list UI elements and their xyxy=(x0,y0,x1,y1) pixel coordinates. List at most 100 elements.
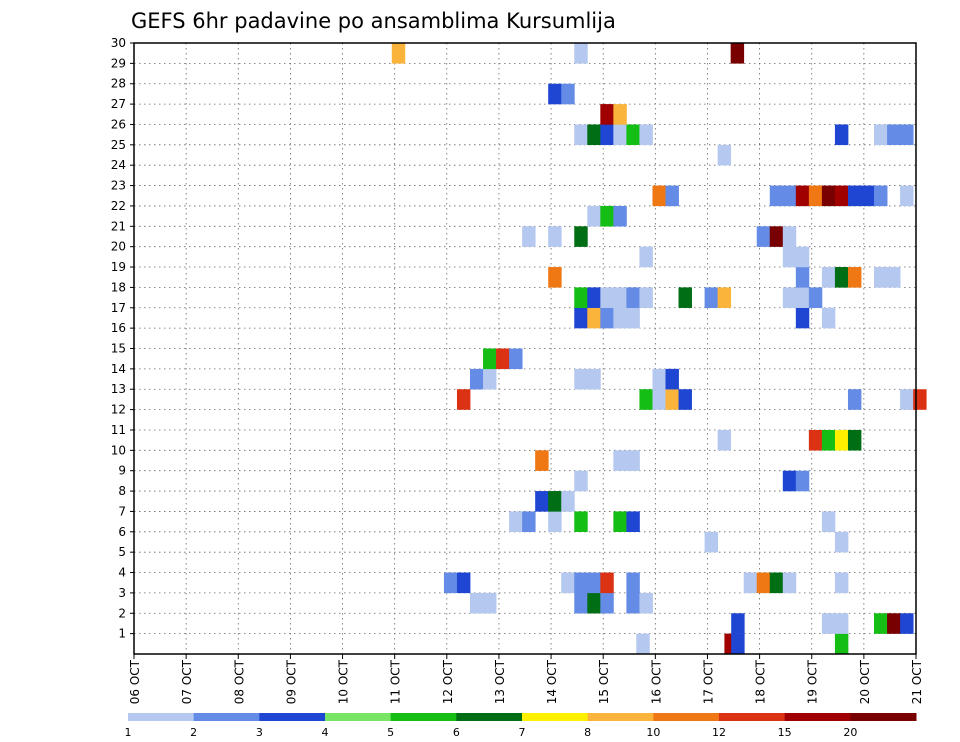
heatmap-cell xyxy=(496,348,510,370)
x-tick-label: 20 OCT xyxy=(858,659,872,704)
x-tick-label: 16 OCT xyxy=(649,659,663,704)
colorbar-segment xyxy=(522,713,589,721)
heatmap-cell xyxy=(821,511,836,532)
heatmap-cell xyxy=(509,348,523,370)
heatmap-cell xyxy=(561,491,575,512)
colorbar-segment xyxy=(784,713,851,721)
x-tick-label: 21 OCT xyxy=(910,659,924,704)
x-tick-label: 17 OCT xyxy=(701,659,715,704)
colorbar: 1 2 3 4 5 6 7 8 10 12 15 20 xyxy=(125,713,917,739)
heatmap-cell xyxy=(795,185,810,207)
heatmap-cell xyxy=(652,389,666,410)
y-tick-label: 3 xyxy=(118,586,126,600)
heatmap-cell xyxy=(887,613,901,634)
heatmap-cell xyxy=(756,572,771,594)
heatmap-cell xyxy=(652,368,666,390)
heatmap-cell xyxy=(469,368,484,390)
y-tick-label: 17 xyxy=(111,301,126,315)
heatmap-cell xyxy=(626,511,640,532)
y-tick-label: 6 xyxy=(118,525,126,539)
colorbar-segment xyxy=(128,713,195,721)
heatmap-cell xyxy=(834,124,849,146)
y-tick-label: 20 xyxy=(111,240,126,254)
colorbar-label: 20 xyxy=(843,726,857,739)
y-tick-label: 24 xyxy=(111,158,126,172)
heatmap-cell xyxy=(834,572,849,594)
heatmap-cell xyxy=(639,592,653,614)
heatmap-cell xyxy=(443,572,458,594)
x-tick-label: 15 OCT xyxy=(597,659,611,704)
heatmap-cell xyxy=(561,572,575,594)
heatmap-cell xyxy=(391,43,406,64)
y-tick-label: 1 xyxy=(118,627,126,641)
colorbar-segment xyxy=(587,713,654,721)
heatmap-cell xyxy=(900,185,914,207)
heatmap-cell xyxy=(561,83,575,105)
colorbar-segment xyxy=(390,713,457,721)
heatmap-cell xyxy=(900,389,914,410)
heatmap-cell xyxy=(665,389,679,410)
heatmap-cell xyxy=(587,307,601,329)
heatmap-cell xyxy=(600,572,614,594)
heatmap-cell xyxy=(678,287,692,308)
heatmap-cell xyxy=(782,226,797,247)
heatmap-cell xyxy=(600,124,614,146)
y-tick-label: 14 xyxy=(111,362,126,376)
y-tick-label: 16 xyxy=(111,321,126,335)
heatmap-cell xyxy=(782,572,797,594)
heatmap-cell xyxy=(795,287,810,308)
heatmap-cell xyxy=(574,592,588,614)
heatmap-cell xyxy=(821,613,836,634)
heatmap-cell xyxy=(782,185,797,207)
heatmap-cell xyxy=(613,287,627,308)
heatmap-cell xyxy=(574,368,588,390)
x-tick-label: 08 OCT xyxy=(232,659,246,704)
x-tick-label: 09 OCT xyxy=(284,659,298,704)
heatmap-cell xyxy=(782,470,797,492)
heatmap-cell xyxy=(834,429,849,451)
heatmap-cell xyxy=(795,267,810,288)
heatmap-cell xyxy=(548,226,562,247)
y-tick-label: 9 xyxy=(118,464,126,478)
x-tick-label: 06 OCT xyxy=(128,659,142,704)
heatmap-cell xyxy=(587,287,601,308)
heatmap-cell xyxy=(613,511,627,532)
heatmap-cell xyxy=(574,470,588,492)
y-tick-label: 23 xyxy=(111,179,126,193)
heatmap-cell xyxy=(678,389,692,410)
heatmap-cell xyxy=(613,124,627,146)
heatmap-cell xyxy=(900,124,914,146)
heatmap-cell xyxy=(639,287,653,308)
x-tick-label: 13 OCT xyxy=(493,659,507,704)
x-tick-label: 11 OCT xyxy=(389,659,403,704)
heatmap-cell xyxy=(613,450,627,471)
heatmap-cell xyxy=(626,307,640,329)
heatmap-cell xyxy=(717,429,732,451)
heatmap-cell xyxy=(483,592,497,614)
heatmap-cell xyxy=(600,307,614,329)
colorbar-label: 5 xyxy=(387,726,394,739)
colorbar-label: 4 xyxy=(322,726,329,739)
y-tick-label: 5 xyxy=(118,545,126,559)
colorbar-label: 2 xyxy=(190,726,197,739)
colorbar-segment xyxy=(325,713,392,721)
y-tick-label: 29 xyxy=(111,56,126,70)
heatmap-cell xyxy=(600,592,614,614)
heatmap-cell xyxy=(731,613,745,634)
heatmap-cell xyxy=(821,185,836,207)
heatmap-cell xyxy=(874,613,888,634)
heatmap-cell xyxy=(626,287,640,308)
heatmap-cell xyxy=(665,185,679,207)
heatmap-cell xyxy=(808,185,823,207)
y-axis: 1234567891011121314151617181920212223242… xyxy=(111,36,134,641)
heatmap-cell xyxy=(730,43,745,64)
colorbar-label: 6 xyxy=(453,726,460,739)
heatmap-cell xyxy=(847,267,862,288)
grid-lines xyxy=(134,42,916,654)
heatmap-cell xyxy=(639,124,653,146)
heatmap-cell xyxy=(756,226,771,247)
heatmap-cell xyxy=(600,287,614,308)
x-tick-label: 12 OCT xyxy=(441,659,455,704)
heatmap-cell xyxy=(900,613,914,634)
heatmap-cell xyxy=(717,287,732,308)
